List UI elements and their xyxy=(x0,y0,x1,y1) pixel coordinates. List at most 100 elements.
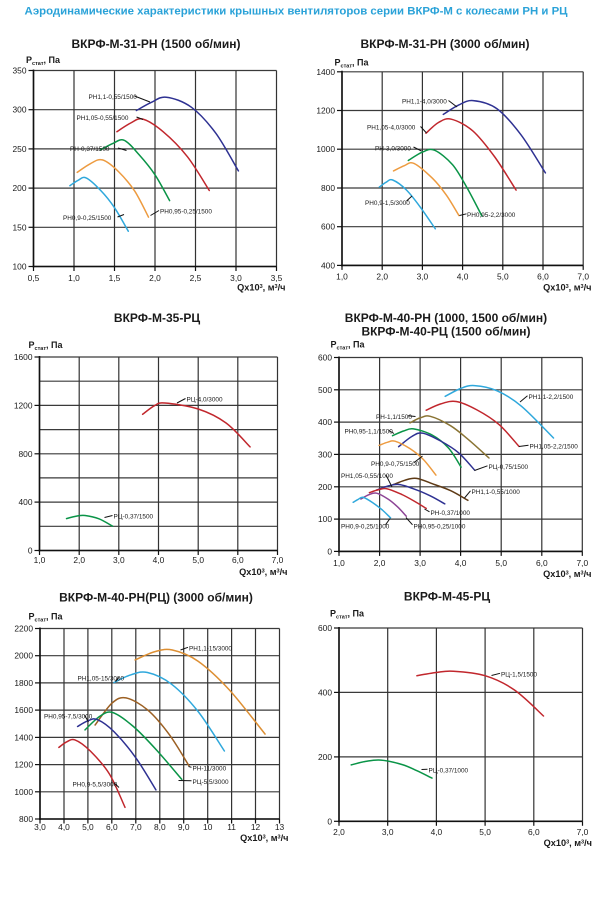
svg-text:3,0: 3,0 xyxy=(414,558,426,568)
svg-text:РН0,9-0,25/1500: РН0,9-0,25/1500 xyxy=(63,215,112,222)
svg-text:РН1,05-0,55/1000: РН1,05-0,55/1000 xyxy=(341,473,393,480)
svg-text:РН0,9-5,5/3000: РН0,9-5,5/3000 xyxy=(73,781,118,788)
svg-text:РН-11/3000: РН-11/3000 xyxy=(193,765,227,772)
svg-text:1600: 1600 xyxy=(14,352,33,362)
svg-text:100: 100 xyxy=(318,514,332,524)
svg-text:РЦ-1,5/1500: РЦ-1,5/1500 xyxy=(501,671,537,678)
svg-text:3,0: 3,0 xyxy=(417,272,429,282)
svg-text:7,0: 7,0 xyxy=(577,827,589,837)
svg-text:ВКРФ-М-45-РЦ: ВКРФ-М-45-РЦ xyxy=(404,590,490,604)
svg-text:1200: 1200 xyxy=(14,400,33,410)
svg-text:1,0: 1,0 xyxy=(333,558,345,568)
svg-text:1,0: 1,0 xyxy=(34,555,46,565)
svg-text:РН1,05-0,55/1500: РН1,05-0,55/1500 xyxy=(77,115,129,122)
svg-text:3,0: 3,0 xyxy=(113,555,125,565)
svg-text:2,0: 2,0 xyxy=(73,555,85,565)
svg-text:100: 100 xyxy=(13,262,27,272)
svg-text:8,0: 8,0 xyxy=(154,822,166,832)
svg-text:Рстат, Па: Рстат, Па xyxy=(26,55,61,67)
svg-text:6,0: 6,0 xyxy=(537,272,549,282)
svg-text:400: 400 xyxy=(318,687,332,697)
svg-text:3,5: 3,5 xyxy=(271,273,283,283)
svg-text:Рстат, Па: Рстат, Па xyxy=(331,340,366,352)
svg-text:Qx103, м3/ч: Qx103, м3/ч xyxy=(239,567,287,577)
svg-text:РН-1,1/1500: РН-1,1/1500 xyxy=(376,414,412,421)
svg-text:ВКРФ-М-35-РЦ: ВКРФ-М-35-РЦ xyxy=(114,311,200,325)
svg-text:0: 0 xyxy=(327,816,332,826)
svg-text:800: 800 xyxy=(19,449,33,459)
svg-text:250: 250 xyxy=(13,144,27,154)
svg-text:0,5: 0,5 xyxy=(28,273,40,283)
svg-text:РЦ-4,0/3000: РЦ-4,0/3000 xyxy=(187,396,223,403)
svg-text:1400: 1400 xyxy=(316,67,335,77)
svg-text:400: 400 xyxy=(318,417,332,427)
svg-text:4,0: 4,0 xyxy=(431,827,443,837)
svg-text:Аэродинамические характеристик: Аэродинамические характеристики крышных … xyxy=(24,6,568,18)
svg-text:3,0: 3,0 xyxy=(34,822,46,832)
svg-text:Qx103, м3/ч: Qx103, м3/ч xyxy=(237,283,285,293)
svg-text:200: 200 xyxy=(318,752,332,762)
svg-text:1400: 1400 xyxy=(14,732,33,742)
svg-text:6,0: 6,0 xyxy=(536,558,548,568)
svg-text:Qx103, м3/ч: Qx103, м3/ч xyxy=(543,283,591,293)
svg-text:2200: 2200 xyxy=(14,624,33,634)
svg-text:РЦ-0,37/1500: РЦ-0,37/1500 xyxy=(114,513,154,520)
svg-text:РН-0,37/1000: РН-0,37/1000 xyxy=(431,510,471,517)
svg-text:РН1,1-2,2/1500: РН1,1-2,2/1500 xyxy=(529,394,574,401)
svg-text:3,0: 3,0 xyxy=(382,827,394,837)
svg-text:ВКРФ-М-31-РН (1500 об/мин): ВКРФ-М-31-РН (1500 об/мин) xyxy=(71,37,240,51)
svg-text:7,0: 7,0 xyxy=(576,558,588,568)
svg-text:2,0: 2,0 xyxy=(374,558,386,568)
svg-text:800: 800 xyxy=(19,814,33,824)
svg-text:7,0: 7,0 xyxy=(577,272,589,282)
svg-text:350: 350 xyxy=(13,66,27,76)
svg-text:9,0: 9,0 xyxy=(178,822,190,832)
svg-text:10: 10 xyxy=(203,822,213,832)
svg-text:Рстат, Па: Рстат, Па xyxy=(29,612,64,624)
svg-text:400: 400 xyxy=(19,497,33,507)
svg-text:3,0: 3,0 xyxy=(230,273,242,283)
svg-text:Qx103, м3/ч: Qx103, м3/ч xyxy=(544,838,592,848)
svg-text:500: 500 xyxy=(318,385,332,395)
svg-text:РЦ-0,75/1500: РЦ-0,75/1500 xyxy=(489,464,529,471)
svg-text:1000: 1000 xyxy=(316,144,335,154)
svg-text:4,0: 4,0 xyxy=(457,272,469,282)
svg-text:2000: 2000 xyxy=(14,651,33,661)
svg-text:5,0: 5,0 xyxy=(497,272,509,282)
svg-text:РН0,9-0,75/1500: РН0,9-0,75/1500 xyxy=(371,461,420,468)
svg-text:РН0,95-0,25/1000: РН0,95-0,25/1000 xyxy=(414,523,466,530)
svg-text:600: 600 xyxy=(321,222,335,232)
svg-text:1200: 1200 xyxy=(14,760,33,770)
svg-text:РЦ-0,37/1000: РЦ-0,37/1000 xyxy=(429,767,469,774)
svg-text:4,0: 4,0 xyxy=(58,822,70,832)
svg-text:РН1,1-0,55/1000: РН1,1-0,55/1000 xyxy=(472,489,521,496)
svg-text:Qx103, м3/ч: Qx103, м3/ч xyxy=(543,569,591,579)
svg-text:600: 600 xyxy=(318,623,332,633)
svg-text:1,0: 1,0 xyxy=(68,273,80,283)
svg-text:РН1,05-2,2/1500: РН1,05-2,2/1500 xyxy=(530,443,579,450)
svg-text:800: 800 xyxy=(321,183,335,193)
svg-text:РН1,1-15/3000: РН1,1-15/3000 xyxy=(189,645,232,652)
svg-text:РН0,95-1,1/1500: РН0,95-1,1/1500 xyxy=(345,428,394,435)
svg-text:4,0: 4,0 xyxy=(455,558,467,568)
svg-text:РН1,1-0,55/1500: РН1,1-0,55/1500 xyxy=(89,94,138,101)
svg-text:2,5: 2,5 xyxy=(190,273,202,283)
svg-text:5,0: 5,0 xyxy=(479,827,491,837)
svg-text:7,0: 7,0 xyxy=(130,822,142,832)
svg-text:200: 200 xyxy=(318,482,332,492)
svg-text:6,0: 6,0 xyxy=(106,822,118,832)
svg-text:12: 12 xyxy=(251,822,261,832)
svg-text:РН0,95-2,2/3000: РН0,95-2,2/3000 xyxy=(467,212,516,219)
svg-text:600: 600 xyxy=(318,353,332,363)
svg-text:6,0: 6,0 xyxy=(232,555,244,565)
svg-text:ВКРФ-М-40-РН(РЦ) (3000 об/мин): ВКРФ-М-40-РН(РЦ) (3000 об/мин) xyxy=(59,591,253,605)
svg-text:Рстат, Па: Рстат, Па xyxy=(330,609,365,621)
svg-text:11: 11 xyxy=(227,822,236,832)
svg-text:Рстат, Па: Рстат, Па xyxy=(29,340,64,352)
svg-text:5,0: 5,0 xyxy=(82,822,94,832)
svg-text:300: 300 xyxy=(318,449,332,459)
svg-text:РН0,95-0,25/1500: РН0,95-0,25/1500 xyxy=(160,208,212,215)
svg-text:6,0: 6,0 xyxy=(528,827,540,837)
svg-text:РН0,9-0,25/1000: РН0,9-0,25/1000 xyxy=(341,523,390,530)
svg-text:400: 400 xyxy=(321,260,335,270)
